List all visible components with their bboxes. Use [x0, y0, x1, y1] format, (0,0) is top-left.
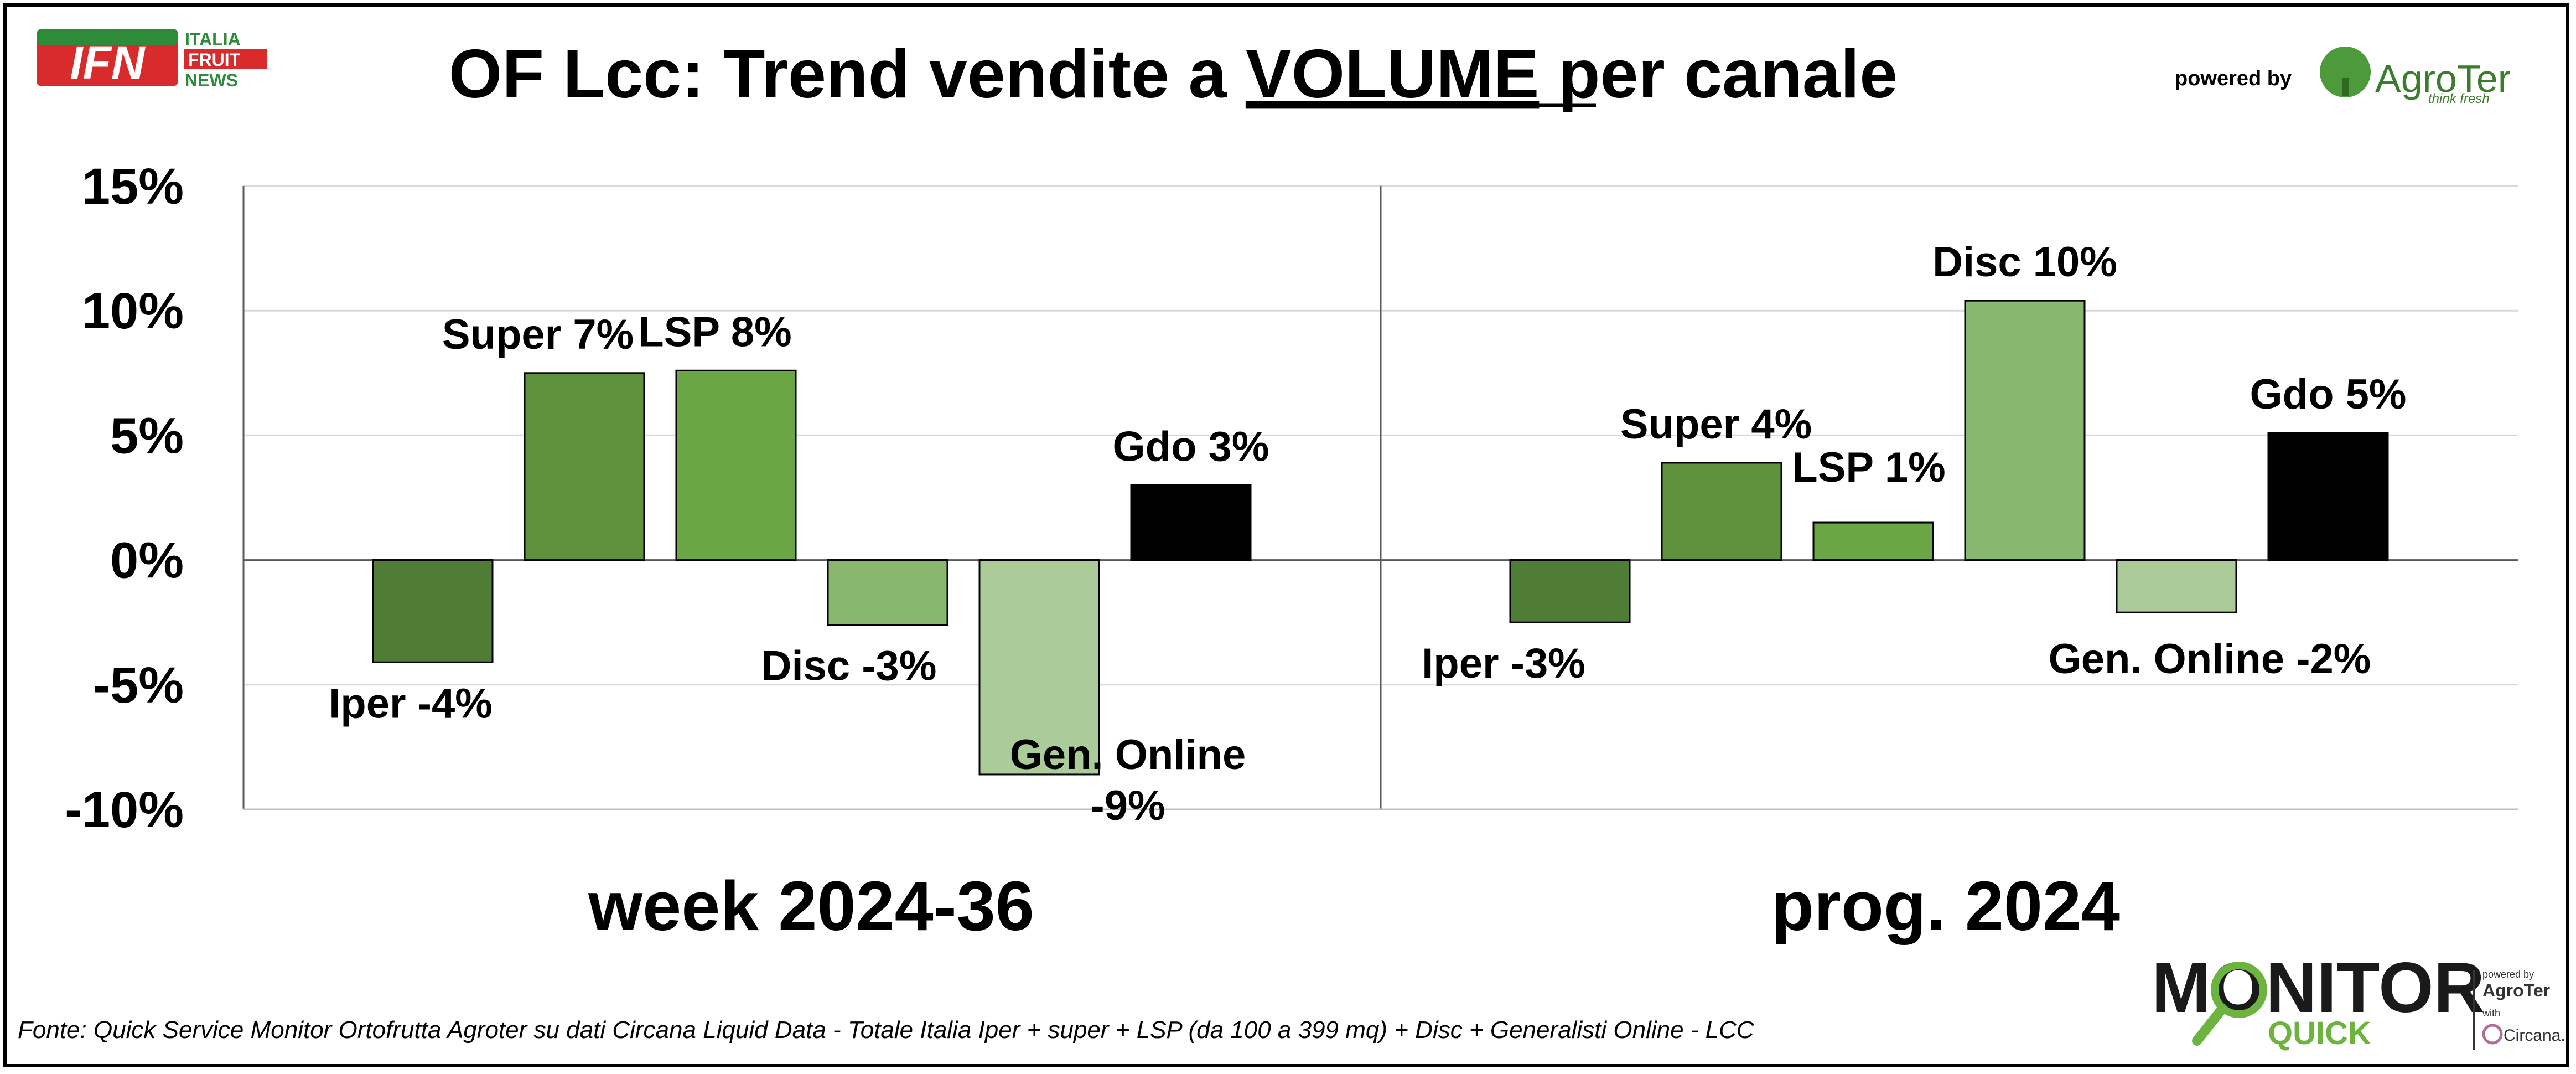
- tree-trunk-icon: [2342, 78, 2349, 96]
- monitor-logo-agroter: AgroTer: [2482, 980, 2550, 1000]
- agroter-powered-by: powered by: [2175, 67, 2292, 90]
- bar: [372, 559, 494, 663]
- panel-label: week 2024-36: [588, 867, 1034, 945]
- data-label: Iper -4%: [329, 680, 493, 727]
- data-label: Gen. Online: [1010, 731, 1246, 778]
- data-label: Disc -3%: [761, 643, 937, 690]
- data-label: Super 4%: [1620, 401, 1812, 448]
- bar: [1661, 462, 1782, 561]
- y-tick-label: -5%: [93, 657, 184, 714]
- ifn-logo-stripe: [37, 29, 178, 45]
- ifn-logo-line-1: ITALIA: [185, 29, 241, 49]
- tree-icon: [2320, 47, 2371, 97]
- monitor-logo-powered-by: powered by: [2482, 969, 2534, 980]
- data-label: LSP 8%: [638, 308, 791, 355]
- plot-area: 15% 10% 5% 0% -5% -10% Iper -4% Super 7% LSP 8% D…: [65, 158, 2518, 945]
- title-emphasis: VOLUME: [1246, 36, 1539, 112]
- source-footnote: Fonte: Quick Service Monitor Ortofrutta …: [18, 1016, 1754, 1044]
- bar: [675, 369, 797, 561]
- y-tick-label: 15%: [82, 158, 184, 215]
- ifn-logo-mark: IFN: [70, 37, 146, 89]
- bar: [1130, 484, 1252, 561]
- bar: [1964, 300, 2086, 561]
- bar: [978, 559, 1100, 776]
- y-tick-label: 10%: [82, 283, 184, 339]
- y-tick-label: 0%: [110, 533, 184, 589]
- y-tick-label: -10%: [65, 782, 184, 838]
- ifn-logo-line-3: NEWS: [185, 70, 238, 90]
- data-label: Super 7%: [442, 311, 634, 358]
- monitor-logo-with: with: [2482, 1008, 2500, 1019]
- y-tick-label: 5%: [110, 407, 184, 464]
- data-label: Gdo 5%: [2250, 371, 2407, 418]
- bar: [2267, 432, 2389, 561]
- bar: [1509, 559, 1631, 623]
- ifn-logo-line-2: FRUIT: [188, 50, 241, 70]
- circana-icon: [2482, 1024, 2503, 1045]
- data-label: Gen. Online -2%: [2049, 636, 2371, 683]
- monitor-logo-circana: Circana.: [2504, 1026, 2565, 1045]
- monitor-quick-logo: MONITOR QUICK powered by AgroTer with Ci…: [2152, 948, 2565, 1051]
- data-label: Disc 10%: [1932, 239, 2117, 286]
- agroter-name: AgroTer: [2375, 57, 2511, 100]
- monitor-logo-sub: QUICK: [2268, 1015, 2371, 1051]
- magnifier-icon: [2211, 962, 2267, 1018]
- bar: [827, 559, 948, 626]
- title-suffix: per canale: [1539, 36, 1898, 112]
- magnifier-handle-icon: [2192, 1004, 2227, 1046]
- panel-label: prog. 2024: [1771, 867, 2120, 945]
- chart-title: OF Lcc: Trend vendite a VOLUME per canal…: [449, 36, 1898, 112]
- data-label: -9%: [1090, 782, 1165, 829]
- bar: [1812, 521, 1934, 561]
- agroter-logo: powered by AgroTer think fresh: [2175, 47, 2511, 106]
- bar: [2116, 559, 2237, 613]
- ifn-logo-line-2-bg: [184, 49, 267, 69]
- monitor-logo-main: MONITOR: [2152, 948, 2485, 1027]
- title-prefix: OF Lcc: Trend vendite a: [449, 36, 1246, 112]
- data-label: Gdo 3%: [1113, 423, 1269, 470]
- data-label: LSP 1%: [1792, 444, 1945, 491]
- bar: [524, 372, 645, 561]
- data-label: Iper -3%: [1422, 640, 1585, 687]
- ifn-logo: IFN ITALIA FRUIT NEWS: [37, 29, 267, 90]
- agroter-tagline: think fresh: [2428, 91, 2490, 106]
- chart-frame: [3, 3, 2569, 1067]
